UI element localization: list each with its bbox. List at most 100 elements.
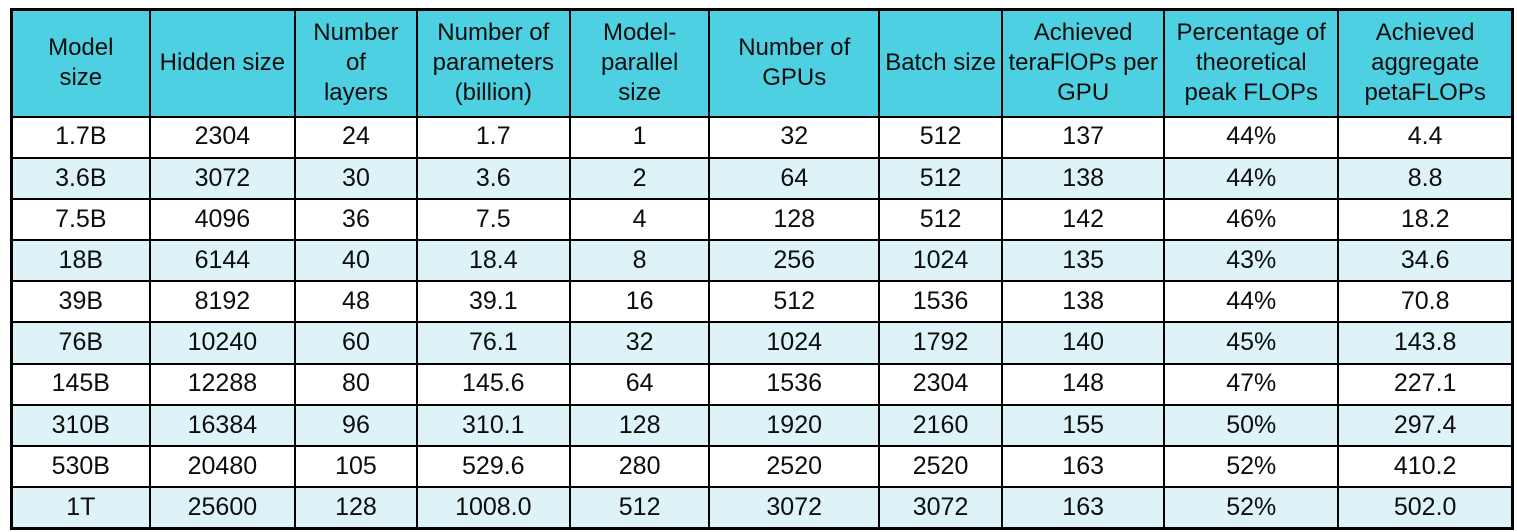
table-cell: 3.6B [10,156,151,200]
table-cell: 6144 [148,239,297,283]
table-cell: 128 [708,197,881,242]
table-cell: 2304 [148,115,297,159]
table-cell: 1.7B [10,115,151,159]
table-cell: 138 [1001,280,1166,324]
column-header-num-layers: Number of layers [294,8,418,118]
table-cell: 1024 [708,321,881,365]
table-row: 1.7B 2304 24 1.7 1 32 512 137 44% 4.4 [10,115,1514,159]
table-cell: 512 [708,280,881,324]
table-cell: 7.5 [415,197,571,242]
table-cell: 148 [1001,362,1166,406]
table-cell: 1536 [878,280,1004,324]
table-cell: 529.6 [415,444,571,489]
table-cell: 40 [294,239,418,283]
table-header-row: Model size Hidden size Number of layers … [10,8,1514,118]
table-cell: 25600 [148,486,297,530]
table-row: 3.6B 3072 30 3.6 2 64 512 138 44% 8.8 [10,156,1514,200]
table-cell: 76.1 [415,321,571,365]
table-cell: 16384 [148,403,297,448]
table-cell: 512 [878,115,1004,159]
table-cell: 155 [1001,403,1166,448]
table-cell: 39B [10,280,151,324]
table-cell: 48 [294,280,418,324]
table-row: 310B 16384 96 310.1 128 1920 2160 155 50% 297.4 [10,403,1514,448]
table-cell: 45% [1163,321,1340,365]
table-cell: 137 [1001,115,1166,159]
table-cell: 18.2 [1337,197,1514,242]
table-cell: 18B [10,239,151,283]
table-header: Model size Hidden size Number of layers … [10,8,1514,118]
table-cell: 1024 [878,239,1004,283]
table-body: 1.7B 2304 24 1.7 1 32 512 137 44% 4.4 3.6B 3072 30 3.… [10,115,1514,530]
table-cell: 4.4 [1337,115,1514,159]
table-cell: 1536 [708,362,881,406]
table-cell: 46% [1163,197,1340,242]
table-cell: 105 [294,444,418,489]
table-cell: 2160 [878,403,1004,448]
table-cell: 50% [1163,403,1340,448]
table-cell: 47% [1163,362,1340,406]
column-header-peak-percentage: Percentage of theoretical peak FLOPs [1163,8,1340,118]
table-cell: 43% [1163,239,1340,283]
table-row: 18B 6144 40 18.4 8 256 1024 135 43% 34.6 [10,239,1514,283]
table-cell: 76B [10,321,151,365]
table-cell: 12288 [148,362,297,406]
table-cell: 18.4 [415,239,571,283]
table-cell: 297.4 [1337,403,1514,448]
column-header-num-gpus: Number of GPUs [708,8,881,118]
table-cell: 512 [568,486,711,530]
table-cell: 32 [568,321,711,365]
table-cell: 44% [1163,280,1340,324]
table-cell: 3072 [148,156,297,200]
column-header-model-size: Model size [10,8,151,118]
table-cell: 2520 [708,444,881,489]
table-cell: 8192 [148,280,297,324]
table-cell: 52% [1163,444,1340,489]
table-cell: 1.7 [415,115,571,159]
performance-table: Model size Hidden size Number of layers … [10,8,1514,530]
table-cell: 128 [568,403,711,448]
table-cell: 3072 [878,486,1004,530]
table-cell: 10240 [148,321,297,365]
table-cell: 1920 [708,403,881,448]
table-cell: 64 [568,362,711,406]
table-cell: 3072 [708,486,881,530]
table-cell: 52% [1163,486,1340,530]
table-cell: 4096 [148,197,297,242]
table-row: 530B 20480 105 529.6 280 2520 2520 163 52% 410.2 [10,444,1514,489]
table-cell: 280 [568,444,711,489]
table-cell: 143.8 [1337,321,1514,365]
table-cell: 256 [708,239,881,283]
table-cell: 227.1 [1337,362,1514,406]
column-header-aggregate-petaflops: Achieved aggregate petaFLOPs [1337,8,1514,118]
table-cell: 1792 [878,321,1004,365]
table-cell: 70.8 [1337,280,1514,324]
table-cell: 512 [878,197,1004,242]
table-cell: 142 [1001,197,1166,242]
performance-table-container: Model size Hidden size Number of layers … [10,8,1514,530]
table-cell: 30 [294,156,418,200]
table-row: 39B 8192 48 39.1 16 512 1536 138 44% 70.8 [10,280,1514,324]
table-cell: 36 [294,197,418,242]
table-cell: 7.5B [10,197,151,242]
table-cell: 39.1 [415,280,571,324]
table-cell: 24 [294,115,418,159]
table-cell: 64 [708,156,881,200]
table-cell: 310B [10,403,151,448]
table-cell: 138 [1001,156,1166,200]
table-cell: 32 [708,115,881,159]
table-cell: 44% [1163,156,1340,200]
table-cell: 140 [1001,321,1166,365]
table-cell: 4 [568,197,711,242]
table-cell: 163 [1001,486,1166,530]
table-cell: 8.8 [1337,156,1514,200]
table-cell: 34.6 [1337,239,1514,283]
table-cell: 60 [294,321,418,365]
table-cell: 530B [10,444,151,489]
table-cell: 502.0 [1337,486,1514,530]
table-cell: 44% [1163,115,1340,159]
table-cell: 512 [878,156,1004,200]
table-cell: 145.6 [415,362,571,406]
column-header-model-parallel: Model-parallel size [568,8,711,118]
table-cell: 128 [294,486,418,530]
